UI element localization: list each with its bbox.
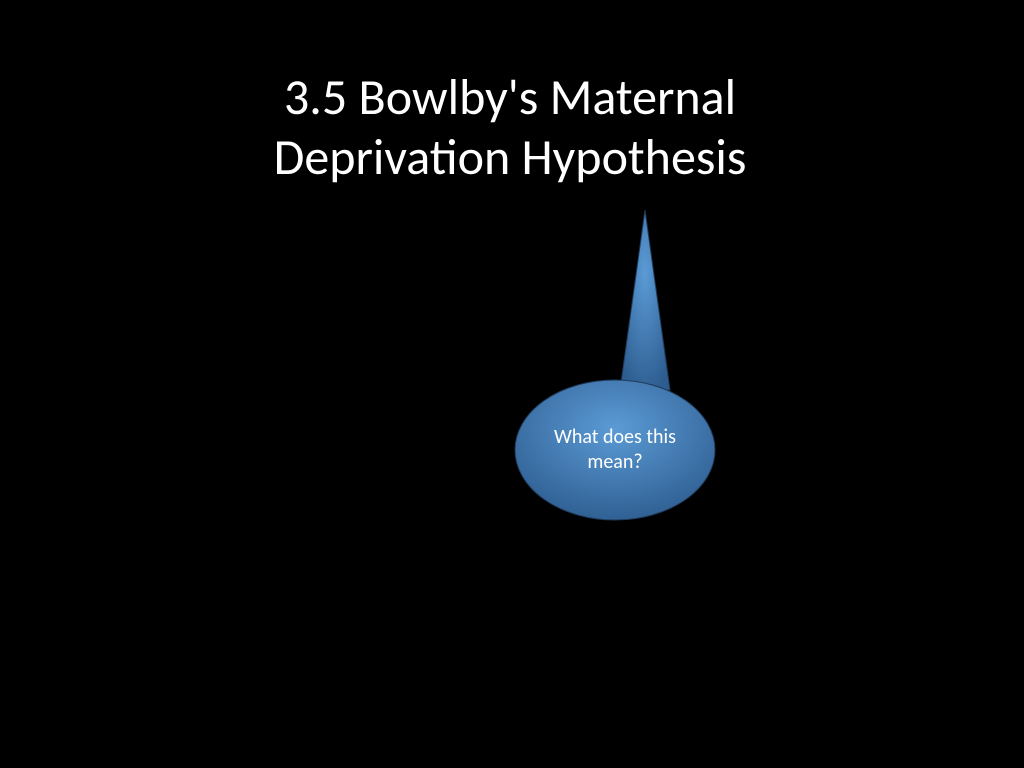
speech-callout: What does this mean? (505, 210, 725, 530)
callout-shape-icon (505, 210, 725, 530)
slide-title: 3.5 Bowlby's Maternal Deprivation Hypoth… (180, 68, 840, 188)
callout-text: What does this mean? (545, 425, 685, 475)
